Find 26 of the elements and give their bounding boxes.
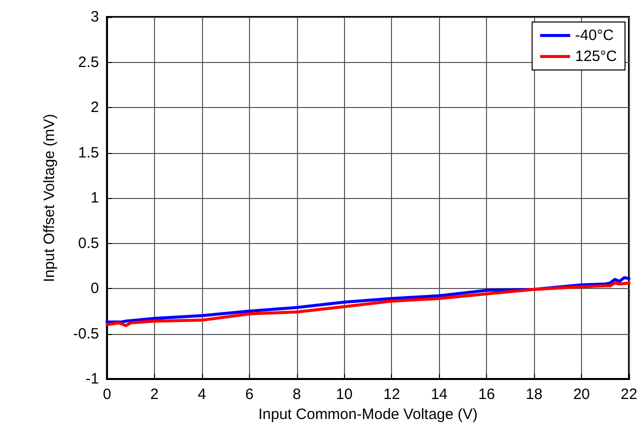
x-tick-label: 20 bbox=[573, 386, 590, 403]
line-series bbox=[106, 282, 630, 328]
legend-label: 125°C bbox=[575, 48, 618, 65]
y-axis-title: Input Offset Voltage (mV) bbox=[41, 114, 58, 282]
x-tick-label: 18 bbox=[526, 386, 542, 403]
y-tick-label: 0.5 bbox=[78, 234, 99, 252]
x-tick-label: 6 bbox=[245, 386, 254, 403]
x-tick-label: 16 bbox=[478, 386, 495, 403]
x-tick-label: 14 bbox=[430, 386, 448, 403]
x-tick-label: 10 bbox=[336, 386, 353, 403]
y-tick-label: 2 bbox=[90, 99, 99, 116]
y-tick-label: 3 bbox=[90, 8, 99, 26]
y-tick-label: 1.5 bbox=[78, 144, 99, 162]
y-tick-label: -0.5 bbox=[73, 325, 99, 342]
y-tick-label: -1 bbox=[86, 370, 99, 388]
x-tick-label: 22 bbox=[620, 386, 638, 403]
y-tick-label: 1 bbox=[90, 190, 99, 206]
x-tick-label: 4 bbox=[198, 386, 206, 403]
legend-label: -40°C bbox=[575, 27, 614, 44]
y-tick-label: 2.5 bbox=[78, 54, 99, 71]
y-tick-label: 0 bbox=[90, 280, 99, 297]
x-axis-title: Input Common-Mode Voltage (V) bbox=[258, 406, 478, 423]
x-tick-label: 2 bbox=[150, 386, 159, 403]
x-tick-label: 0 bbox=[102, 386, 112, 403]
x-tick-label: 8 bbox=[292, 386, 301, 403]
x-tick-label: 12 bbox=[383, 386, 400, 403]
